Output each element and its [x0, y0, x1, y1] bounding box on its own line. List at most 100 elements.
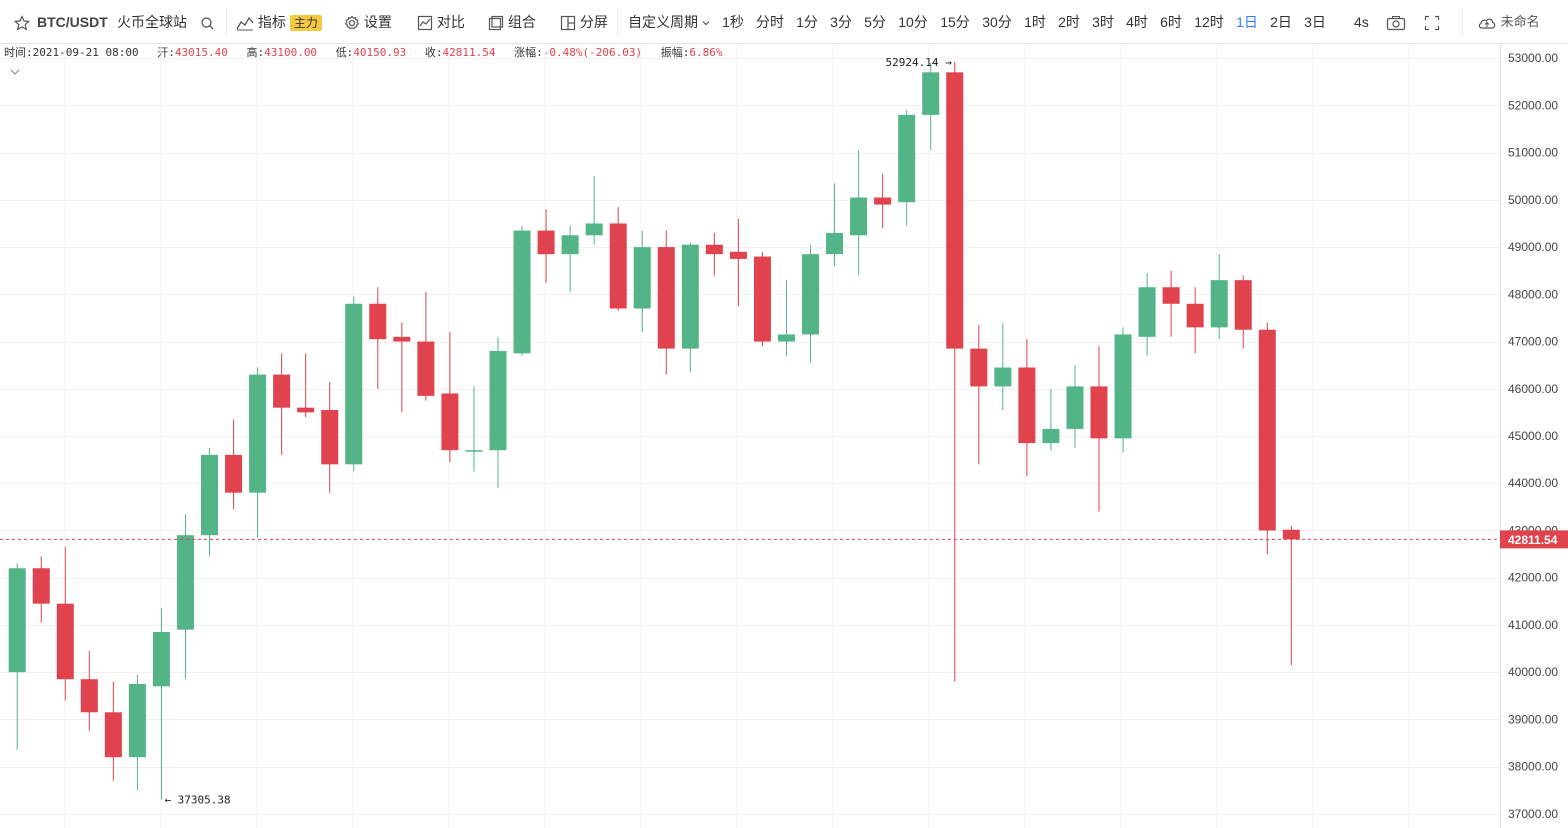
time-label: 时间:	[4, 46, 33, 59]
candle-body	[585, 223, 603, 236]
cloud-save-button[interactable]: 未命名	[1477, 0, 1540, 44]
price-tick-label: 40000.00	[1508, 665, 1558, 679]
layout-name: 未命名	[1500, 14, 1540, 29]
price-tick-label: 49000.00	[1508, 240, 1558, 254]
split-screen-button[interactable]: 分屏	[560, 0, 608, 44]
group-button[interactable]: 组合	[488, 0, 536, 44]
period-option[interactable]: 12时	[1194, 14, 1224, 30]
candle-body	[970, 348, 988, 387]
custom-period-dropdown[interactable]: 自定义周期	[628, 0, 710, 44]
candle-body	[537, 230, 555, 255]
candle-body	[417, 341, 435, 396]
indicators-button[interactable]: 指标 主力	[236, 0, 322, 44]
exchange-name[interactable]: 火币全球站	[117, 14, 187, 30]
screenshot-button[interactable]	[1386, 0, 1406, 44]
candle-body	[393, 336, 411, 342]
period-option[interactable]: 5分	[864, 14, 886, 30]
amplitude-value: 6.86%	[689, 46, 723, 59]
group-icon	[488, 16, 504, 31]
period-option[interactable]: 15分	[940, 14, 970, 30]
candle-body	[946, 72, 964, 349]
ohlc-info-bar: 时间:2021-09-21 08:00 开:43015.40 高:43100.0…	[4, 46, 735, 60]
high-label: 高:	[246, 46, 265, 59]
compare-label: 对比	[436, 14, 465, 30]
current-price-tag	[1500, 530, 1568, 549]
collapse-legend-icon[interactable]	[10, 63, 20, 81]
open-label: 开:	[157, 46, 175, 59]
refresh-interval[interactable]: 4s	[1354, 14, 1369, 30]
max-price-annotation: 52924.14 →	[886, 56, 953, 69]
candle-body	[32, 568, 50, 604]
period-option[interactable]: 1秒	[722, 14, 744, 30]
price-tick-label: 42000.00	[1508, 571, 1558, 585]
candle-body	[56, 603, 74, 680]
candle-body	[297, 407, 315, 413]
candle-body	[1090, 386, 1108, 439]
candle-body	[513, 230, 531, 354]
candle-body	[657, 247, 675, 349]
price-tick-label: 44000.00	[1508, 476, 1558, 490]
period-option[interactable]: 2时	[1058, 14, 1080, 30]
high-value: 43100.00	[264, 46, 318, 59]
price-tick-label: 41000.00	[1508, 618, 1558, 632]
period-option[interactable]: 1时	[1024, 14, 1046, 30]
symbol-search-icon[interactable]	[200, 0, 215, 44]
favorite-star-icon[interactable]	[14, 0, 30, 44]
candle-body	[369, 303, 387, 340]
period-option[interactable]: 1分	[796, 14, 818, 30]
price-tick-label: 39000.00	[1508, 712, 1558, 726]
price-tick-label: 38000.00	[1508, 760, 1558, 774]
period-option[interactable]: 30分	[982, 14, 1012, 30]
price-tick-label: 47000.00	[1508, 335, 1558, 349]
candle-body	[729, 251, 747, 259]
candle-body	[753, 256, 771, 342]
period-option[interactable]: 10分	[898, 14, 928, 30]
period-option[interactable]: 1日	[1236, 14, 1258, 30]
candle-body	[561, 235, 579, 255]
amplitude-label: 振幅:	[660, 46, 690, 59]
candle-body	[273, 374, 291, 408]
candle-body	[802, 254, 820, 335]
candle-body	[922, 72, 940, 115]
candle-body	[321, 410, 339, 465]
candle-body	[441, 393, 459, 451]
toolbar-divider	[617, 8, 618, 36]
settings-button[interactable]: 设置	[344, 0, 392, 44]
period-option[interactable]: 3时	[1092, 14, 1114, 30]
candle-body	[994, 367, 1012, 387]
period-option[interactable]: 3日	[1304, 14, 1326, 30]
period-option[interactable]: 3分	[830, 14, 852, 30]
min-price-annotation: ← 37305.38	[164, 793, 230, 806]
candle-body	[489, 350, 507, 451]
price-tick-label: 52000.00	[1508, 98, 1558, 112]
price-tick-label: 37000.00	[1508, 807, 1558, 821]
price-tick-label: 46000.00	[1508, 382, 1558, 396]
low-label: 低:	[335, 46, 354, 59]
group-label: 组合	[507, 14, 536, 30]
candle-body	[128, 683, 146, 758]
candle-body	[345, 303, 363, 465]
time-value: 2021-09-21 08:00	[32, 46, 139, 59]
candle-body	[826, 232, 844, 255]
candle-body	[1210, 280, 1228, 328]
indicators-label: 指标	[257, 14, 286, 30]
candle-body	[1018, 367, 1036, 444]
current-price-label: 42811.54	[1508, 533, 1558, 547]
period-option[interactable]: 分时	[756, 14, 784, 30]
period-option[interactable]: 4时	[1126, 14, 1148, 30]
candle-body	[777, 334, 795, 342]
symbol-name[interactable]: BTC/USDT	[37, 14, 108, 30]
change-label: 涨幅:	[514, 46, 543, 59]
fullscreen-button[interactable]	[1424, 0, 1440, 44]
cloud-icon	[1478, 18, 1496, 29]
change-value: -0.48%(-206.03)	[542, 46, 643, 59]
candlestick-chart[interactable]: 37000.00 38000.00 39000.00 40000.00 41000.00…	[0, 44, 1568, 828]
compare-button[interactable]: 对比	[417, 0, 465, 44]
period-option[interactable]: 6时	[1160, 14, 1182, 30]
price-tick-label: 45000.00	[1508, 429, 1558, 443]
candle-body	[249, 374, 267, 493]
price-tick-label: 53000.00	[1508, 51, 1558, 65]
period-option[interactable]: 2日	[1270, 14, 1292, 30]
settings-label: 设置	[363, 14, 392, 30]
candle-body	[1042, 428, 1060, 444]
